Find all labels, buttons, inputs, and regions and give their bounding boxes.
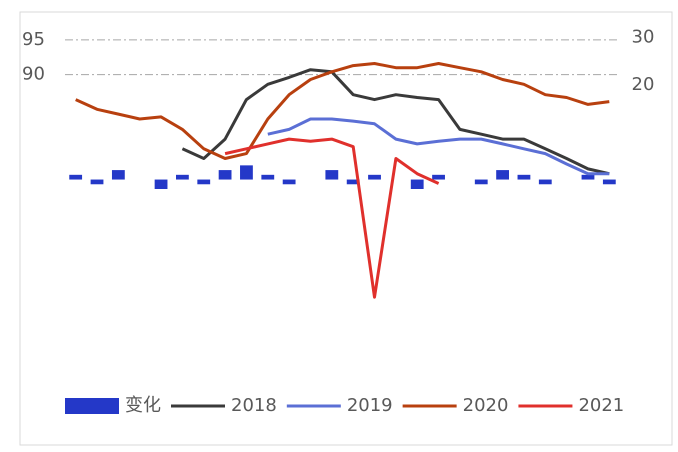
bar (176, 174, 189, 180)
bar (538, 179, 552, 185)
bar (346, 179, 360, 185)
bar (282, 179, 296, 185)
line (267, 117, 610, 176)
y2-tick-label: 20 (632, 74, 655, 95)
bar (69, 174, 83, 180)
bar (581, 174, 595, 180)
bar (368, 174, 381, 180)
line (224, 137, 440, 299)
bar (474, 179, 488, 185)
line (75, 62, 610, 160)
y-tick-label: 95 (22, 29, 45, 50)
legend-label: 2018 (231, 395, 277, 416)
bar (261, 174, 275, 180)
legend-label: 2020 (463, 395, 509, 416)
bar (218, 170, 232, 180)
bar (325, 170, 339, 180)
bar (197, 179, 211, 185)
chart-frame (19, 11, 673, 446)
bar (410, 179, 424, 189)
bar (517, 174, 531, 180)
y-tick-label: 90 (22, 64, 45, 85)
legend-label: 2019 (347, 395, 393, 416)
bar (240, 165, 253, 180)
legend-label: 变化 (125, 395, 161, 416)
bar (154, 179, 168, 189)
bar (90, 179, 104, 185)
legend-swatch (65, 398, 119, 414)
bar (111, 170, 125, 180)
legend-label: 2021 (578, 395, 624, 416)
bar (432, 174, 445, 180)
bar (496, 170, 509, 180)
bar (602, 179, 616, 185)
line (181, 68, 610, 176)
y2-tick-label: 30 (632, 27, 655, 48)
